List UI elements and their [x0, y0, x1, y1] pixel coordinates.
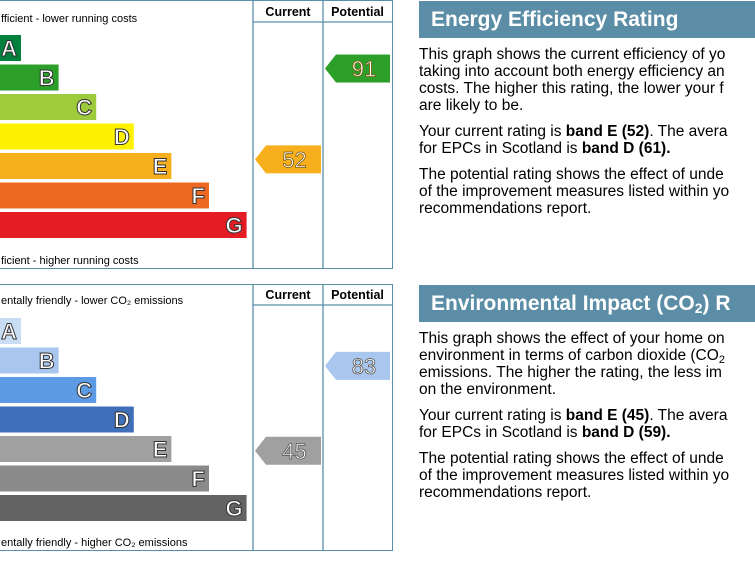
environment-average-band-text: band D (59). — [581, 424, 671, 441]
eer-band-letter-a: A — [1, 36, 17, 61]
energy-p1-line-1: This graph shows the current efficiency … — [419, 46, 726, 63]
eer-bar-c — [0, 94, 97, 120]
environment-current-band-text: band E (45) — [565, 407, 650, 424]
eer-band-letter-b: B — [39, 66, 55, 91]
eir-bar-b — [0, 347, 59, 374]
eer-bar-g — [0, 212, 247, 238]
energy-p2-text-3: for EPCs in Scotland is — [419, 140, 582, 157]
energy-efficiency-panel: Energy Efficiency Rating This graph show… — [419, 1, 755, 226]
eir-bar-g — [0, 495, 247, 521]
energy-efficiency-chart-svg: Current Potential fficient - lower running… — [0, 1, 392, 268]
eer-current-value: 52 — [282, 147, 306, 172]
environment-p2-text-3: for EPCs in Scotland is — [419, 424, 582, 441]
eer-header-potential: Potential — [331, 5, 384, 19]
environment-p1-line-3: emissions. The higher the rating, the le… — [419, 364, 722, 381]
environment-p2-text-2: . The avera — [649, 407, 728, 424]
energy-p1-line-3: costs. The higher this rating, the lower… — [419, 80, 724, 97]
environment-title-pre: Environmental Impact (CO — [431, 292, 695, 315]
environmental-impact-chart-svg: Current Potential entally friendly - lower… — [0, 285, 392, 550]
eer-band-letter-e: E — [153, 154, 168, 179]
energy-p1-line-4: are likely to be. — [419, 97, 524, 114]
eer-band-letter-c: C — [76, 95, 92, 120]
energy-description-paragraph-1: This graph shows the current efficiency … — [419, 46, 755, 114]
eir-bar-a — [0, 318, 21, 344]
eir-current-arrow — [255, 436, 321, 465]
eer-potential-arrow — [325, 54, 390, 83]
energy-average-band-text: band D (61). — [581, 140, 671, 157]
environment-description-paragraph-1: This graph shows the effect of your home… — [419, 330, 755, 398]
energy-description-paragraph-2: Your current rating is band E (52). The … — [419, 123, 755, 157]
eer-bar-d — [0, 123, 134, 150]
energy-p2-text-1: Your current rating is — [419, 123, 566, 140]
eer-band-letter-f: F — [192, 184, 205, 209]
eer-top-label: fficient - lower running costs — [1, 13, 138, 25]
eer-current-arrow — [255, 145, 321, 174]
eer-bar-b — [0, 64, 59, 91]
eer-bar-e — [0, 153, 172, 179]
eir-band-letter-g: G — [225, 496, 242, 521]
environment-title-post: ) R — [702, 292, 731, 315]
environmental-impact-description: This graph shows the effect of your home… — [419, 322, 755, 501]
eer-band-letter-d: D — [114, 125, 130, 150]
environment-p3-line-3: recommendations report. — [419, 484, 592, 501]
energy-efficiency-chart: Current Potential fficient - lower running… — [0, 0, 393, 269]
eer-potential-value: 91 — [352, 57, 376, 82]
environment-p1-line-2: environment in terms of carbon dioxide (… — [419, 347, 719, 364]
environment-p3-line-2: of the improvement measures listed withi… — [419, 467, 730, 484]
environment-p2-text-1: Your current rating is — [419, 407, 566, 424]
environment-p3-line-1: The potential rating shows the effect of… — [419, 450, 724, 467]
eir-band-letter-e: E — [153, 437, 168, 462]
eir-band-letter-d: D — [114, 408, 130, 433]
environment-p1-line-1: This graph shows the effect of your home… — [419, 330, 725, 347]
energy-description-paragraph-3: The potential rating shows the effect of… — [419, 166, 755, 217]
eir-header-current: Current — [265, 288, 311, 302]
energy-p3-line-3: recommendations report. — [419, 200, 592, 217]
energy-efficiency-title: Energy Efficiency Rating — [419, 1, 755, 38]
eer-bottom-label: ficient - higher running costs — [1, 255, 139, 267]
energy-p1-line-2: taking into account both energy efficien… — [419, 63, 725, 80]
energy-efficiency-description: This graph shows the current efficiency … — [419, 38, 755, 217]
eir-potential-arrow — [325, 351, 390, 380]
environment-p1-line-4: on the environment. — [419, 381, 557, 398]
eir-header-potential: Potential — [331, 288, 384, 302]
environmental-impact-panel: Environmental Impact (CO2) R This graph … — [419, 285, 755, 510]
energy-current-band-text: band E (52) — [565, 123, 650, 140]
environment-title-sub: 2 — [694, 300, 703, 316]
eir-potential-value: 83 — [352, 354, 376, 379]
eir-current-value: 45 — [282, 439, 306, 464]
environment-description-paragraph-3: The potential rating shows the effect of… — [419, 450, 755, 501]
eir-band-letter-f: F — [192, 467, 205, 492]
environmental-impact-chart: Current Potential entally friendly - lower… — [0, 284, 393, 551]
environment-description-paragraph-2: Your current rating is band E (45). The … — [419, 407, 755, 441]
environmental-impact-title: Environmental Impact (CO2) R — [419, 285, 755, 322]
environment-p1-sub: 2 — [718, 354, 725, 366]
eir-bottom-label: entally friendly - higher CO₂ emissions — [1, 537, 188, 549]
eir-bar-f — [0, 465, 209, 492]
eer-bar-a — [0, 35, 21, 61]
energy-p3-line-1: The potential rating shows the effect of… — [419, 166, 724, 183]
eir-band-letter-b: B — [39, 349, 55, 374]
energy-p2-text-2: . The avera — [649, 123, 728, 140]
eir-bar-e — [0, 436, 172, 462]
energy-p3-line-2: of the improvement measures listed withi… — [419, 183, 730, 200]
eir-band-letter-a: A — [1, 319, 17, 344]
eer-band-letter-g: G — [225, 213, 242, 238]
eir-bar-d — [0, 406, 134, 433]
eer-bar-f — [0, 182, 209, 209]
eir-band-letter-c: C — [76, 378, 92, 403]
eir-bar-c — [0, 377, 97, 403]
eer-header-current: Current — [265, 5, 311, 19]
eir-top-label: entally friendly - lower CO₂ emissions — [1, 295, 184, 307]
